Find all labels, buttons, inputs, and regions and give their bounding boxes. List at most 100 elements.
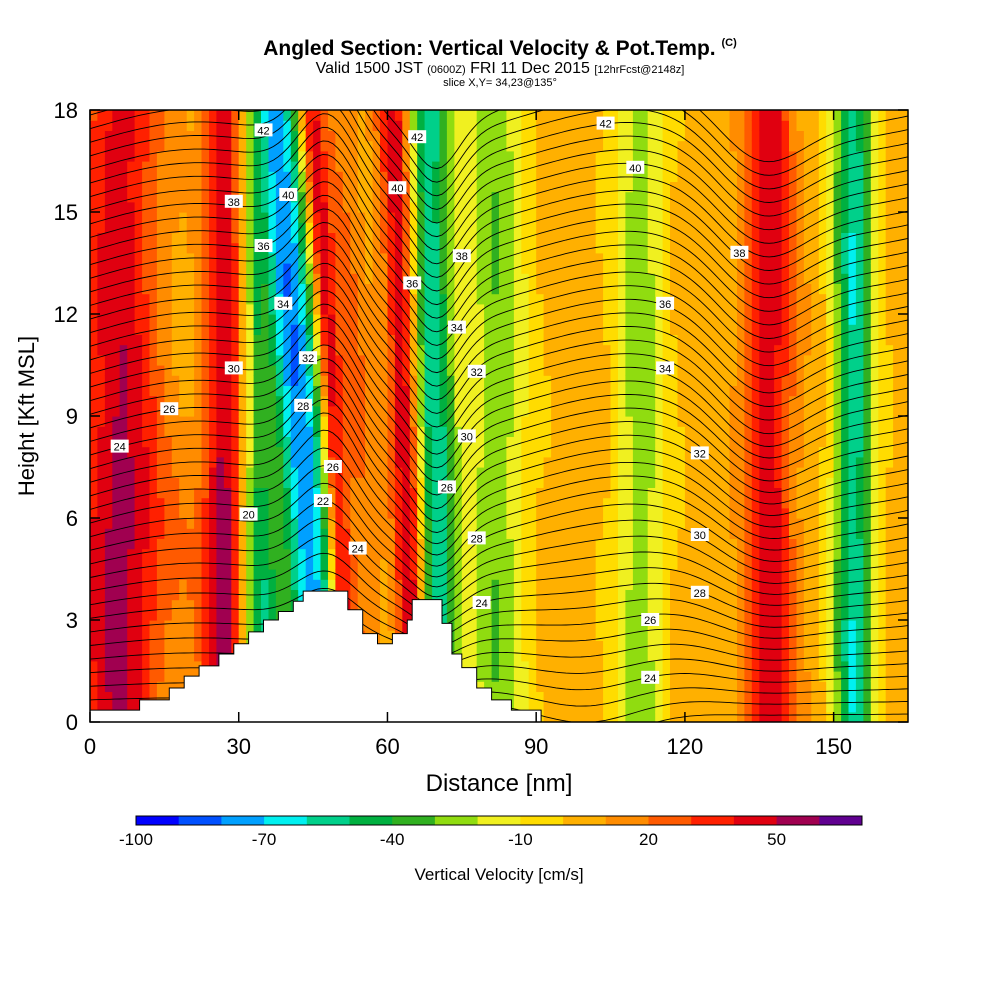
colorbar-swatch	[819, 816, 863, 825]
theta-contour-line	[90, 640, 908, 677]
contour-label: 32	[690, 446, 709, 460]
theta-contour-line	[90, 447, 908, 567]
contour-label: 26	[437, 480, 456, 494]
theta-contour-line	[90, 110, 908, 197]
y-tick-label: 3	[66, 608, 78, 633]
y-axis-label: Height [Kft MSL]	[14, 336, 39, 496]
contour-label: 38	[730, 245, 749, 260]
y-tick-label: 9	[66, 404, 78, 429]
contour-label: 42	[408, 130, 427, 144]
colorbar-swatch	[477, 816, 521, 825]
x-tick-label: 150	[815, 734, 852, 759]
colorbar-swatch	[392, 816, 436, 825]
y-tick-label: 6	[66, 506, 78, 531]
colorbar-tick-label: 20	[639, 830, 658, 849]
colorbar-tick-label: -70	[252, 830, 277, 849]
theta-contour-line	[90, 110, 908, 183]
colorbar-tick-label: -10	[508, 830, 533, 849]
theta-contour-line	[90, 517, 908, 608]
y-tick-label: 0	[66, 710, 78, 735]
contour-label: 32	[299, 351, 318, 365]
x-tick-label: 60	[375, 734, 399, 759]
colorbar-swatch	[264, 816, 308, 825]
colorbar-swatch	[691, 816, 735, 825]
theta-contour-line	[90, 235, 908, 374]
theta-contour-line	[90, 552, 908, 628]
contour-label: 40	[388, 181, 407, 195]
theta-contour-line	[90, 194, 908, 333]
contour-label: 30	[457, 429, 476, 443]
theta-contour-line	[90, 110, 908, 224]
contour-label: 30	[690, 528, 709, 542]
valid-time: Valid 1500 JST	[315, 60, 423, 77]
theta-contour-line	[90, 587, 908, 647]
theta-contour-line	[90, 358, 908, 496]
contour-label: 38	[224, 194, 243, 209]
theta-contour-line	[90, 249, 908, 387]
theta-contour-line	[90, 482, 908, 588]
contour-label: 40	[279, 188, 298, 202]
colorbar-swatch	[520, 816, 564, 825]
slice-info: slice X,Y= 34,23@135°	[443, 77, 557, 89]
contour-label: 30	[224, 361, 243, 375]
theta-contour-line	[90, 465, 908, 578]
colorbar-swatch	[776, 816, 820, 825]
contour-label: 28	[690, 585, 709, 600]
contour-label: 28	[467, 531, 486, 545]
theta-contour-line	[90, 330, 908, 469]
title-main: Angled Section: Vertical Velocity & Pot.…	[263, 37, 716, 60]
colorbar-swatch	[306, 816, 350, 825]
contour-label: 34	[274, 296, 293, 311]
contour-label: 38	[452, 249, 471, 263]
theta-contour-line	[90, 570, 908, 638]
contour-label: 42	[596, 116, 615, 131]
contour-label: 40	[626, 160, 645, 175]
theta-contour-line	[90, 113, 908, 251]
theta-contour-line	[90, 110, 908, 210]
title-unit-tag: (C)	[721, 37, 737, 49]
y-tick-label: 12	[54, 302, 78, 327]
theta-contours	[90, 110, 908, 722]
contour-label: 36	[254, 239, 273, 253]
valid-date: FRI 11 Dec 2015	[470, 60, 590, 77]
colorbar: -100 -70 -40 -10 20 50	[119, 815, 863, 849]
contour-label: 20	[239, 507, 258, 522]
chart-title: Angled Section: Vertical Velocity & Pot.…	[0, 37, 1000, 61]
theta-contour-line	[90, 371, 908, 510]
x-tick-label: 90	[524, 734, 548, 759]
theta-contour-line	[90, 276, 908, 414]
colorbar-swatch	[136, 816, 180, 825]
colorbar-swatch	[605, 816, 649, 825]
y-tick-label: 18	[54, 98, 78, 123]
contour-label: 34	[447, 320, 466, 335]
theta-contour-line	[90, 167, 908, 306]
theta-contour-line	[90, 303, 908, 442]
theta-contour-line	[90, 110, 908, 238]
colorbar-swatch	[221, 816, 265, 825]
contour-labels: 24 26 30 20 38 36 42 40 34 32 28 22 26 24 40 42 36 38 34 32…	[110, 116, 749, 685]
contour-label: 36	[656, 296, 675, 311]
x-tick-label: 0	[84, 734, 96, 759]
theta-contour-line	[90, 412, 908, 545]
theta-contour-line	[90, 208, 908, 346]
colorbar-swatch	[733, 816, 777, 825]
x-tick-label: 120	[667, 734, 704, 759]
theta-contour-line	[90, 605, 908, 657]
contour-label: 24	[110, 439, 129, 454]
forecast-tag: [12hrFcst@2148z]	[594, 64, 685, 76]
colorbar-tick-label: -100	[119, 830, 153, 849]
colorbar-swatch	[563, 816, 607, 825]
theta-contour-line	[90, 181, 908, 319]
theta-contour-line	[90, 344, 908, 482]
contour-label: 32	[467, 364, 486, 379]
contour-label: 24	[472, 596, 491, 610]
contour-label: 26	[641, 613, 660, 627]
contour-label: 34	[656, 361, 675, 375]
contour-label: 28	[294, 398, 313, 413]
theta-contour-line	[90, 500, 908, 598]
theta-contour-line	[90, 140, 908, 278]
contour-label: 26	[323, 460, 342, 474]
theta-contour-line	[90, 398, 908, 533]
